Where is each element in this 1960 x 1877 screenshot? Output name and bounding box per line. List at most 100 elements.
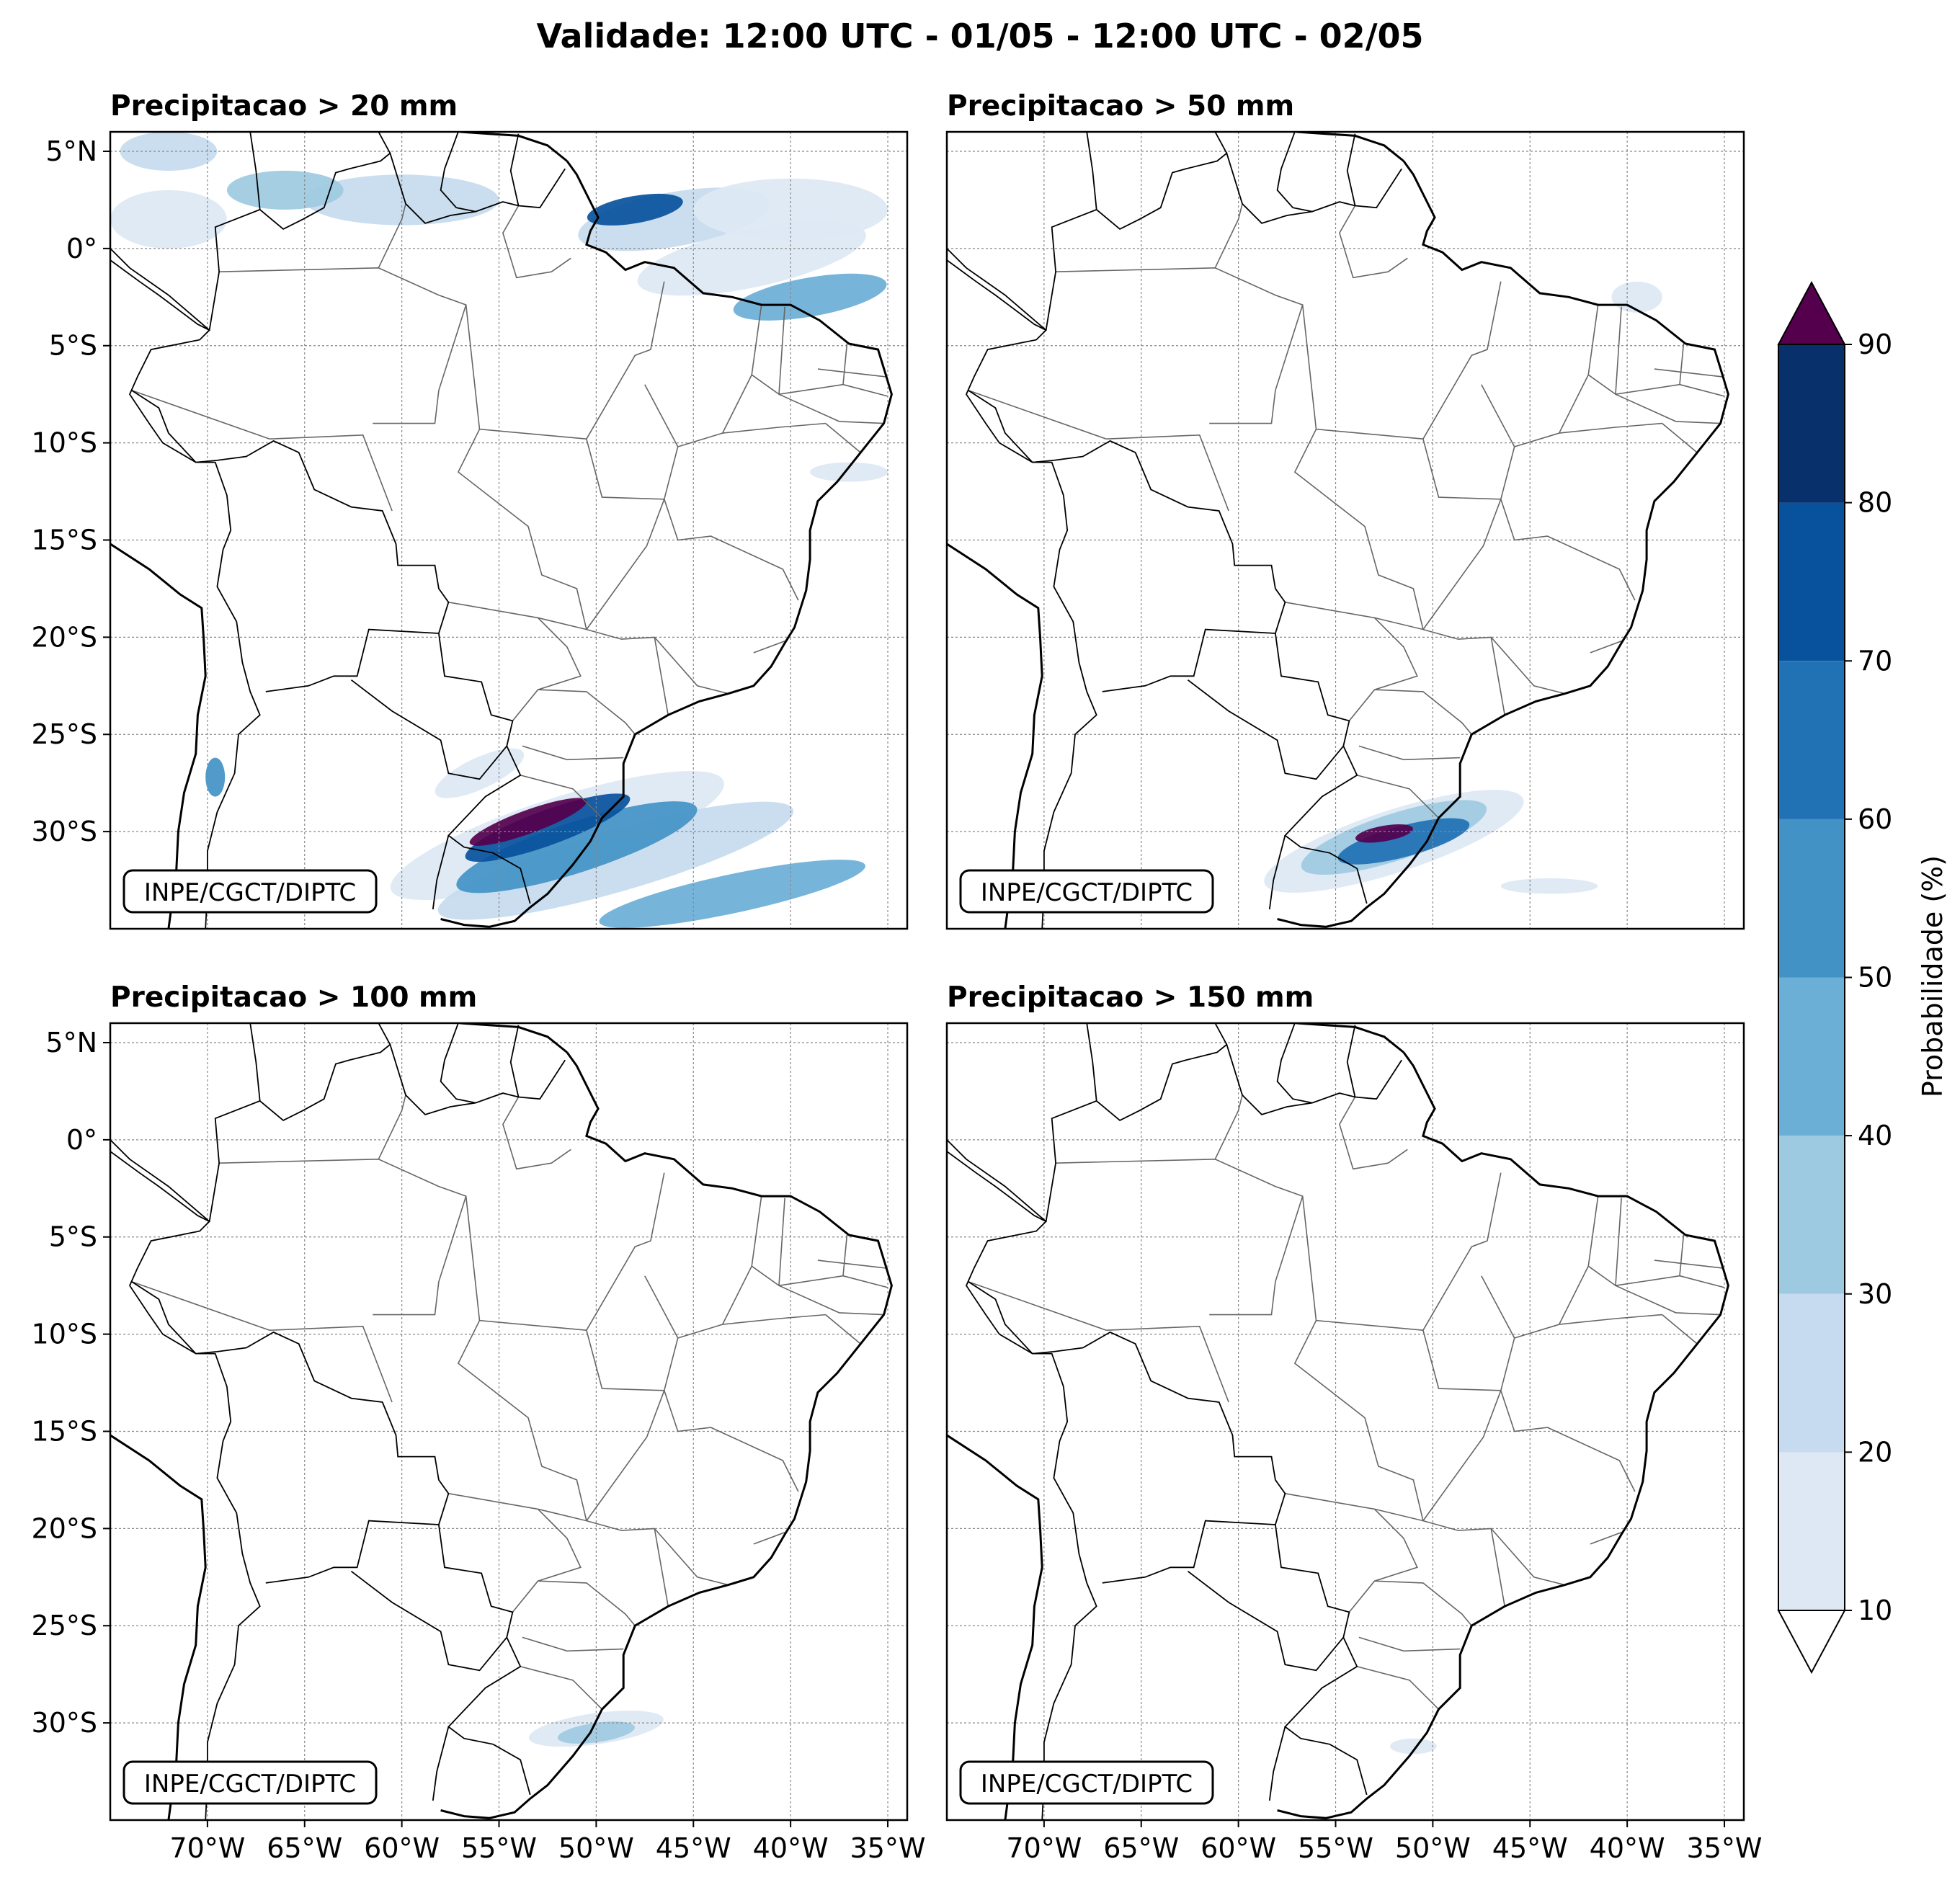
credit-label-50mm: INPE/CGCT/DIPTC — [981, 878, 1193, 907]
country-border — [1102, 1520, 1275, 1584]
colorbar-tick-label: 10 — [1858, 1595, 1892, 1626]
coastline-150mm — [947, 1023, 1729, 1820]
colorbar-tick-label: 50 — [1858, 962, 1892, 994]
credit-box-20mm — [122, 869, 378, 914]
state-border — [131, 1281, 270, 1331]
state-border — [270, 434, 393, 512]
country-border — [1346, 133, 1356, 206]
coast-line — [440, 160, 893, 928]
country-border — [1276, 132, 1313, 213]
map-frame-50mm — [945, 130, 1745, 930]
lat-tick-label: 10°S — [32, 1319, 97, 1350]
country-border — [1045, 1043, 1402, 1222]
colorbar: 10 20 30 40 50 60 70 80 90 — [1777, 280, 1892, 1675]
precip-region-17 — [810, 462, 888, 482]
colorbar-tick-label: 60 — [1858, 803, 1892, 835]
precip-region-2 — [1337, 818, 1470, 865]
precip-region-12 — [693, 178, 888, 241]
state-border — [502, 205, 571, 279]
state-border — [1559, 1314, 1662, 1325]
lat-tick-label: 25°S — [32, 1610, 97, 1641]
state-borders-50mm — [968, 203, 1725, 819]
colorbar-segment — [1778, 661, 1845, 819]
colorbar-segment — [1778, 1452, 1845, 1610]
state-border — [1339, 205, 1408, 279]
lon-tick-label: 55°W — [461, 1832, 537, 1864]
country-border — [249, 1023, 261, 1101]
state-border — [1514, 1195, 1599, 1339]
state-border — [1654, 1259, 1723, 1269]
colorbar-tick-label: 70 — [1858, 645, 1892, 677]
country-border — [947, 1139, 1047, 1222]
country-border — [350, 1570, 507, 1672]
state-border — [778, 1234, 848, 1286]
lon-tick-label: 40°W — [1590, 1832, 1665, 1864]
state-border — [722, 422, 826, 434]
precip-region-13 — [304, 174, 499, 226]
lat-tick-label: 25°S — [32, 718, 97, 750]
colorbar-tick-label: 30 — [1858, 1278, 1892, 1310]
state-border — [1514, 304, 1599, 447]
coast-line — [1277, 1051, 1729, 1819]
gridlines-150mm — [947, 1023, 1744, 1820]
precip-contours-150mm — [1390, 1738, 1437, 1755]
colorbar-segment — [1778, 977, 1845, 1136]
lat-tick-label: 30°S — [32, 1707, 97, 1739]
state-border — [753, 641, 785, 654]
precip-region-4 — [1500, 878, 1598, 894]
lat-ticks-100mm: 5°N 0° 5°S 10°S 15°S 20°S 25°S 30°S — [32, 1027, 110, 1739]
figure-title: Validade: 12:00 UTC - 01/05 - 12:00 UTC … — [536, 17, 1423, 55]
country-border — [947, 1151, 1097, 1820]
state-border — [654, 637, 669, 715]
state-border — [586, 628, 729, 695]
state-border — [448, 429, 587, 630]
colorbar-label: Probabilidade (%) — [1917, 855, 1948, 1097]
lat-tick-label: 0° — [66, 1124, 97, 1156]
lon-tick-label: 65°W — [1103, 1832, 1179, 1864]
lon-tick-label: 45°W — [656, 1832, 731, 1864]
country-border — [1187, 679, 1344, 780]
state-border — [131, 390, 270, 440]
state-border — [522, 745, 624, 761]
state-border — [1615, 343, 1685, 395]
state-border — [1106, 434, 1229, 512]
colorbar-segment — [1778, 1136, 1845, 1294]
state-border — [586, 1520, 729, 1586]
lat-tick-label: 15°S — [32, 524, 97, 556]
state-border — [677, 1195, 762, 1339]
coastline-100mm — [110, 1023, 893, 1820]
state-border — [1615, 1234, 1685, 1286]
state-border — [1056, 267, 1304, 424]
precip-region-14 — [226, 170, 344, 210]
credit-box-50mm — [959, 869, 1214, 914]
state-border — [1587, 1198, 1622, 1287]
precip-region-5 — [1611, 281, 1662, 313]
state-border — [1356, 1666, 1440, 1710]
panel-50mm: Precipitacao > 50 mm INPE/CGCT/DIPTC — [945, 90, 1745, 930]
state-border — [1422, 1275, 1515, 1391]
colorbar-segment — [1778, 819, 1845, 978]
lat-tick-label: 0° — [66, 233, 97, 264]
state-border — [1490, 1528, 1505, 1607]
state-border — [1615, 1285, 1721, 1316]
state-border — [842, 383, 888, 397]
state-border — [751, 1198, 785, 1287]
state-border — [1358, 745, 1461, 761]
state-border — [586, 384, 679, 500]
state-borders-100mm — [131, 1094, 888, 1710]
state-border — [1358, 1636, 1461, 1652]
colorbar-segment — [1778, 344, 1845, 503]
state-border — [1214, 203, 1243, 269]
country-border — [208, 1043, 566, 1222]
precip-region-15 — [110, 190, 227, 249]
state-border — [538, 1580, 636, 1626]
state-border — [586, 281, 665, 440]
precip-region-9 — [587, 193, 683, 226]
country-border — [110, 1151, 261, 1820]
state-border — [778, 343, 848, 395]
state-border — [1056, 1158, 1304, 1316]
state-border — [1422, 1390, 1502, 1522]
panel-150mm: Precipitacao > 150 mm 70°W 65°W 60°W 55°W 50… — [945, 981, 1762, 1864]
country-border — [110, 248, 210, 331]
precip-region-3 — [456, 801, 698, 893]
